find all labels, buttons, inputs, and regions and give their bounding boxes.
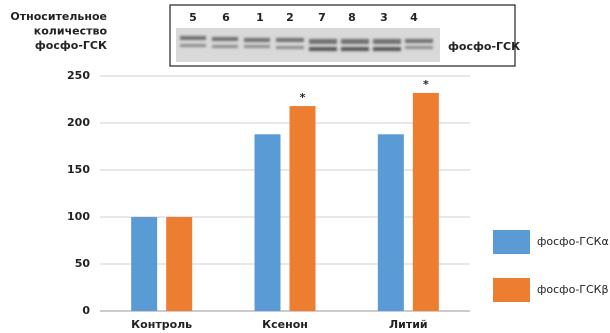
lane-label: 2 bbox=[286, 11, 294, 24]
blot-label: фосфо-ГСК bbox=[448, 40, 520, 53]
chart: Относительноеколичествофосфо-ГСК фосфо-Г… bbox=[0, 0, 610, 333]
lane-label: 3 bbox=[380, 11, 388, 24]
bar bbox=[255, 134, 281, 311]
bar bbox=[131, 217, 157, 311]
lane-label: 5 bbox=[189, 11, 197, 24]
bar bbox=[290, 106, 316, 311]
bar bbox=[413, 93, 439, 311]
annotation: * bbox=[423, 78, 429, 91]
blot-image bbox=[176, 28, 440, 62]
legend-label: фосфо-ГСКβ bbox=[537, 283, 609, 296]
lane-label: 1 bbox=[256, 11, 264, 24]
annotation: * bbox=[300, 91, 306, 104]
y-tick-label: 200 bbox=[67, 116, 90, 129]
y-tick-label: 50 bbox=[75, 257, 91, 270]
bar bbox=[378, 134, 404, 311]
y-label-line: фосфо-ГСК bbox=[35, 39, 107, 52]
legend-swatch bbox=[493, 230, 530, 254]
legend-swatch bbox=[493, 278, 530, 302]
lane-label: 8 bbox=[348, 11, 356, 24]
y-tick-label: 100 bbox=[67, 210, 90, 223]
x-tick-label: Литий bbox=[389, 318, 428, 331]
lane-label: 6 bbox=[222, 11, 230, 24]
y-label-line: Относительное bbox=[10, 10, 107, 23]
lane-label: 4 bbox=[410, 11, 418, 24]
y-tick-label: 0 bbox=[82, 304, 90, 317]
y-tick-label: 150 bbox=[67, 163, 90, 176]
bar bbox=[166, 217, 192, 311]
lane-label: 7 bbox=[318, 11, 326, 24]
x-tick-label: Ксенон bbox=[262, 318, 308, 331]
y-label-line: количество bbox=[34, 25, 108, 38]
legend-label: фосфо-ГСКα bbox=[537, 235, 609, 248]
x-tick-label: Контроль bbox=[131, 318, 192, 331]
y-tick-label: 250 bbox=[67, 69, 90, 82]
